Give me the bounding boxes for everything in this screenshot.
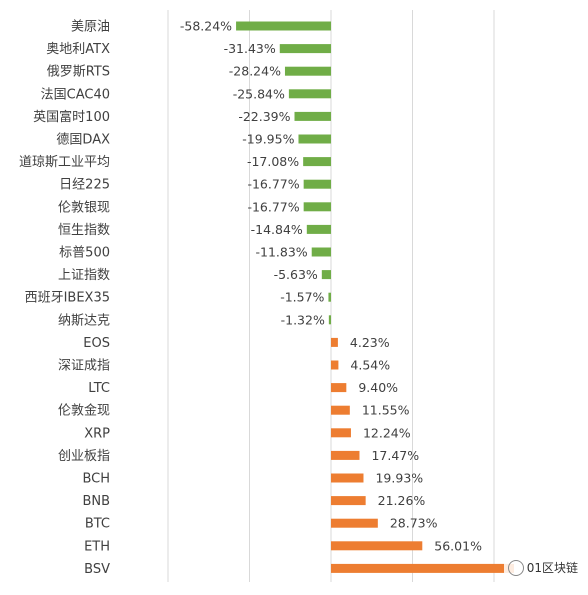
bar: [331, 496, 366, 506]
value-label: 12.24%: [363, 425, 411, 440]
bar: [303, 157, 331, 167]
value-label: -28.24%: [229, 64, 281, 79]
category-label: 美原油: [71, 20, 110, 35]
category-label: 英国富时100: [33, 109, 110, 125]
bar: [331, 518, 378, 528]
bar: [306, 224, 331, 234]
category-label: 俄罗斯RTS: [47, 65, 110, 80]
value-label: -16.77%: [247, 199, 299, 214]
bar: [331, 473, 364, 483]
category-label: 伦敦银现: [58, 199, 110, 215]
value-label: -17.08%: [247, 154, 299, 169]
bar: [331, 428, 351, 438]
bar: [303, 179, 331, 189]
bar: [288, 89, 331, 99]
bar: [328, 292, 331, 302]
category-label: ETH: [84, 539, 110, 554]
bar: [236, 21, 331, 31]
category-label: 深证成指: [58, 359, 110, 374]
value-label: -14.84%: [251, 222, 303, 237]
value-label: -58.24%: [180, 19, 232, 34]
bar: [331, 383, 347, 393]
value-label: 4.23%: [350, 335, 390, 350]
category-label: 纳斯达克: [58, 313, 110, 328]
bar: [303, 202, 331, 212]
category-label: 道琼斯工业平均: [19, 155, 110, 170]
category-label: 德国DAX: [56, 133, 110, 148]
bar: [298, 134, 331, 144]
category-label: BTC: [85, 517, 110, 532]
value-label: -16.77%: [247, 177, 299, 192]
value-label: 19.93%: [375, 471, 423, 486]
category-label: 奥地利ATX: [46, 42, 110, 57]
category-label: XRP: [84, 426, 110, 441]
value-label: -31.43%: [224, 41, 276, 56]
category-label: LTC: [88, 381, 110, 396]
bar: [331, 405, 350, 415]
value-label: 11.55%: [362, 403, 410, 418]
bar: [331, 450, 360, 460]
watermark: 01区块链: [503, 558, 582, 577]
category-label: 标普500: [59, 246, 110, 261]
category-label: 法国CAC40: [41, 87, 110, 102]
wechat-icon: [507, 559, 524, 576]
value-label: -19.95%: [242, 132, 294, 147]
value-label: -11.83%: [256, 245, 308, 260]
category-label: BNB: [82, 494, 110, 509]
category-label: 日经225: [59, 178, 110, 193]
bar: [321, 270, 331, 280]
category-label: 恒生指数: [58, 223, 110, 238]
value-label: -1.57%: [280, 290, 324, 305]
category-label: 创业板指: [58, 449, 110, 464]
bar: [331, 563, 514, 573]
value-label: 4.54%: [350, 358, 390, 373]
category-label: 伦敦金现: [58, 403, 110, 419]
category-label: 西班牙IBEX35: [25, 291, 110, 306]
value-label: -22.39%: [238, 109, 290, 124]
watermark-text: 01区块链: [526, 561, 578, 575]
value-label: -5.63%: [274, 267, 318, 282]
value-label: 56.01%: [434, 538, 482, 553]
category-label: EOS: [83, 336, 110, 351]
bar: [311, 247, 331, 257]
category-label: BSV: [84, 562, 110, 577]
bar: [328, 315, 331, 325]
value-label: 9.40%: [358, 380, 398, 395]
bar: [331, 360, 339, 370]
category-label: BCH: [82, 472, 110, 487]
bar: [294, 111, 331, 121]
bar: [284, 66, 331, 76]
category-label: 上证指数: [58, 268, 110, 283]
value-label: -25.84%: [233, 86, 285, 101]
value-label: 21.26%: [378, 493, 426, 508]
bar: [279, 44, 331, 54]
value-label: 17.47%: [371, 448, 419, 463]
bar: [331, 337, 338, 347]
value-label: -1.32%: [281, 312, 325, 327]
value-label: 28.73%: [390, 516, 438, 531]
bar: [331, 541, 423, 551]
